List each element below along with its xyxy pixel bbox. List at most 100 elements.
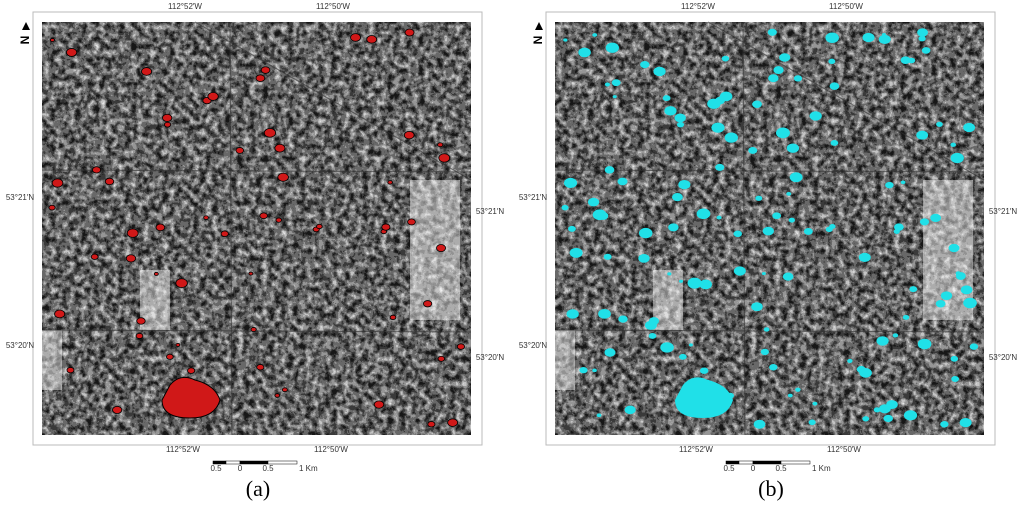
top-coord: 112°52′W <box>168 2 202 11</box>
water-body <box>775 127 790 139</box>
panel-label: (a) <box>246 476 270 501</box>
water-body <box>786 191 792 196</box>
water-body <box>873 407 881 413</box>
large-water-body <box>675 377 733 418</box>
water-body <box>578 47 591 58</box>
road <box>229 21 233 436</box>
water-body <box>563 38 568 42</box>
water-body <box>948 243 960 253</box>
water-body <box>733 230 742 238</box>
water-body <box>930 213 942 223</box>
water-body <box>829 223 836 229</box>
water-body <box>259 212 268 220</box>
scale-bar-segment <box>780 460 811 465</box>
water-body <box>166 353 174 360</box>
water-body <box>674 113 686 123</box>
sar-texture <box>42 22 471 435</box>
water-body <box>959 418 972 428</box>
left-coord: 53°21′N <box>519 193 547 202</box>
water-body <box>112 405 123 414</box>
water-body <box>862 416 870 422</box>
panel-label: (b) <box>758 476 784 501</box>
water-body <box>617 177 628 186</box>
top-coord: 112°52′W <box>681 2 715 11</box>
water-body <box>716 215 722 220</box>
water-body <box>438 153 451 163</box>
water-body <box>437 355 446 362</box>
water-body <box>260 66 271 74</box>
water-body <box>603 253 612 260</box>
water-body <box>862 32 875 43</box>
water-body <box>950 142 957 147</box>
top-coord: 112°50′W <box>829 2 863 11</box>
water-body <box>407 218 416 226</box>
water-body <box>624 405 636 415</box>
water-body <box>788 217 795 223</box>
water-body <box>687 277 702 289</box>
water-body <box>263 128 277 138</box>
water-body <box>612 95 617 99</box>
bottom-coord: 112°50′W <box>314 445 348 454</box>
water-body <box>789 172 803 183</box>
water-body <box>597 211 609 220</box>
water-body <box>921 47 931 54</box>
north-label: N <box>531 36 545 45</box>
water-body <box>604 348 616 357</box>
water-body <box>786 143 800 153</box>
water-body <box>829 82 840 90</box>
water-body <box>660 342 674 353</box>
water-body <box>48 204 56 211</box>
large-water-body <box>161 376 221 419</box>
water-body <box>566 309 579 319</box>
scale-bar-segment <box>267 460 298 465</box>
road <box>194 21 472 181</box>
scale-label: 0.5 <box>210 464 222 473</box>
water-body <box>951 376 959 382</box>
water-body <box>969 343 979 350</box>
water-body <box>604 82 611 87</box>
water-body <box>940 421 949 428</box>
water-body <box>125 254 137 263</box>
scale-label: 0 <box>238 464 243 473</box>
water-body <box>387 180 393 185</box>
water-body <box>381 223 391 231</box>
water-body <box>724 132 738 143</box>
water-body <box>664 106 677 116</box>
water-body <box>755 195 763 201</box>
water-body <box>751 302 763 312</box>
water-body <box>881 33 886 37</box>
water-body <box>902 314 910 320</box>
water-body <box>648 332 657 339</box>
water-body <box>153 271 159 276</box>
water-body <box>769 364 778 371</box>
north-label: N <box>18 36 32 45</box>
water-body <box>907 57 916 64</box>
water-body <box>662 95 671 102</box>
road <box>554 329 985 333</box>
water-body <box>640 61 650 69</box>
water-body <box>787 393 793 398</box>
scale-label: 0.5 <box>723 464 735 473</box>
water-body <box>809 111 822 121</box>
left-coord: 53°20′N <box>6 341 34 350</box>
scale-label: 0.5 <box>775 464 787 473</box>
water-body <box>220 230 229 238</box>
water-body <box>679 353 687 360</box>
scale-label: 0.5 <box>262 464 274 473</box>
water-body <box>404 28 415 37</box>
water-body <box>187 367 196 374</box>
north-arrow <box>22 22 30 30</box>
water-body <box>653 66 666 77</box>
water-body <box>711 122 725 133</box>
water-body <box>917 338 932 350</box>
water-body <box>592 368 597 373</box>
water-body <box>277 172 289 182</box>
water-body <box>596 413 602 418</box>
water-body <box>767 28 777 36</box>
water-body <box>136 317 146 325</box>
water-body <box>803 227 813 235</box>
water-body <box>919 218 930 226</box>
bottom-coord: 112°52′W <box>166 445 200 454</box>
water-body <box>436 244 447 252</box>
water-body <box>876 336 889 346</box>
